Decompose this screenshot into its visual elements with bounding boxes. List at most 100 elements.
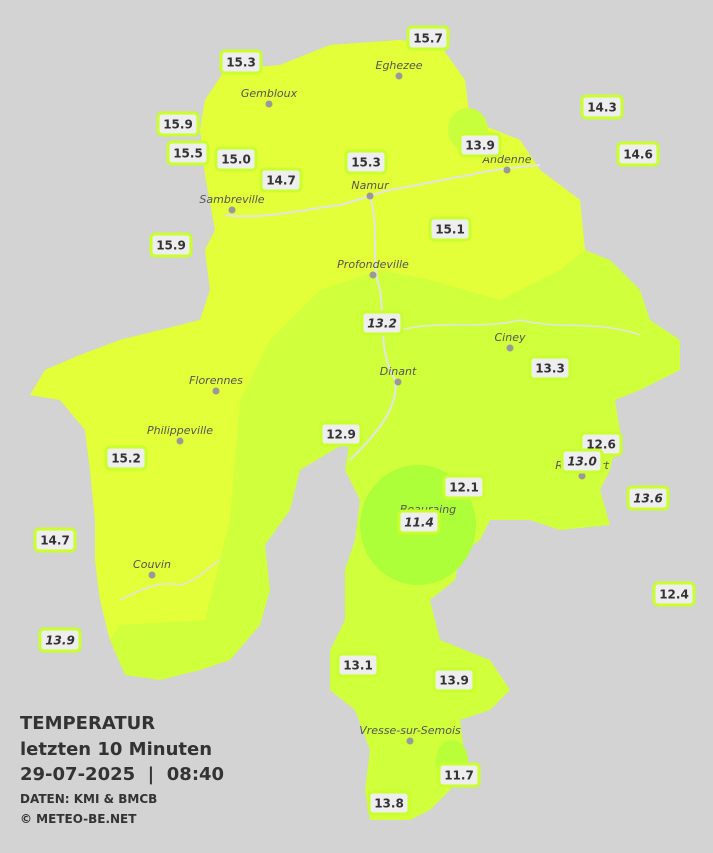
station-box — [344, 149, 388, 175]
station-box — [319, 421, 363, 447]
town-dot — [506, 344, 514, 352]
station-value: 13.2 — [367, 317, 397, 331]
station-box — [336, 652, 380, 678]
station: 13.9 — [458, 132, 502, 158]
station-value: 14.6 — [623, 148, 653, 162]
station: 15.9 — [149, 232, 193, 258]
station: 15.1 — [428, 216, 472, 242]
station-value: 15.7 — [413, 32, 443, 46]
station-value: 13.0 — [567, 455, 597, 469]
station-value: 13.6 — [633, 492, 663, 506]
station: 13.6 — [626, 485, 670, 511]
town-dot — [176, 437, 184, 445]
station-value: 15.0 — [221, 153, 251, 167]
town-dot — [366, 192, 374, 200]
town-dot — [503, 166, 511, 174]
station-value: 15.9 — [163, 118, 193, 132]
station-value: 13.8 — [374, 797, 404, 811]
station: 14.7 — [33, 527, 77, 553]
station-box — [437, 762, 481, 788]
station: 14.7 — [259, 167, 303, 193]
station: 15.2 — [104, 445, 148, 471]
station-value: 12.6 — [586, 438, 616, 452]
station-value: 15.3 — [351, 156, 381, 170]
station-box — [360, 310, 404, 336]
station-value: 13.9 — [45, 634, 75, 648]
station-box — [104, 445, 148, 471]
station-box — [626, 485, 670, 511]
station-value: 15.5 — [173, 147, 203, 161]
town-dot — [228, 206, 236, 214]
station-value: 15.3 — [226, 56, 256, 70]
title: TEMPERATUR — [20, 713, 155, 734]
station: 14.3 — [580, 94, 624, 120]
town-label: Profondeville — [337, 258, 409, 271]
town-label: Sambreville — [199, 193, 264, 206]
station-value: 13.3 — [535, 362, 565, 376]
town-label: Namur — [351, 179, 390, 192]
station: 12.9 — [319, 421, 363, 447]
warm-zone — [30, 40, 585, 640]
station-value: 12.1 — [449, 481, 479, 495]
station: 15.5 — [166, 140, 210, 166]
station-box — [166, 140, 210, 166]
station-box — [560, 448, 604, 474]
station-value: 13.9 — [465, 139, 495, 153]
station-value: 15.9 — [156, 239, 186, 253]
station-box — [214, 146, 258, 172]
station-value: 14.3 — [587, 101, 617, 115]
station: 13.9 — [432, 667, 476, 693]
station-box — [580, 94, 624, 120]
source: DATEN: KMI & BMCB — [20, 792, 157, 806]
station: 12.1 — [442, 474, 486, 500]
station-box — [432, 667, 476, 693]
subtitle: letzten 10 Minuten — [20, 739, 212, 760]
station: 15.3 — [344, 149, 388, 175]
station: 13.8 — [367, 790, 411, 816]
station: 13.0 — [560, 448, 604, 474]
station-value: 15.1 — [435, 223, 465, 237]
station: 15.0 — [214, 146, 258, 172]
station: 11.4 — [397, 509, 441, 535]
station-value: 12.9 — [326, 428, 356, 442]
station-value: 13.1 — [343, 659, 373, 673]
station-box — [156, 111, 200, 137]
station-box — [33, 527, 77, 553]
station: 13.1 — [336, 652, 380, 678]
town-label: Ciney — [495, 331, 526, 344]
station-value: 14.7 — [40, 534, 70, 548]
copyright: © METEO-BE.NET — [20, 812, 137, 826]
station-box — [259, 167, 303, 193]
station-box — [38, 627, 82, 653]
station-box — [442, 474, 486, 500]
town-dot — [265, 100, 273, 108]
town-label: Florennes — [189, 374, 243, 387]
town-dot — [394, 378, 402, 386]
station: 15.9 — [156, 111, 200, 137]
station: 15.3 — [219, 49, 263, 75]
town-label: Philippeville — [147, 424, 213, 437]
station-value: 14.7 — [266, 174, 296, 188]
station: 13.3 — [528, 355, 572, 381]
station-box — [428, 216, 472, 242]
river — [119, 559, 221, 601]
station-box — [397, 509, 441, 535]
station-box — [458, 132, 502, 158]
town-dot — [578, 472, 586, 480]
station-value: 11.4 — [404, 516, 434, 530]
town-dot — [369, 271, 377, 279]
station-value: 11.7 — [444, 769, 474, 783]
station: 11.7 — [437, 762, 481, 788]
town-label: Vresse-sur-Semois — [359, 724, 461, 737]
station-box — [528, 355, 572, 381]
station-box — [406, 25, 450, 51]
town-label: Couvin — [133, 558, 171, 571]
station-box — [652, 581, 696, 607]
town-dot — [148, 571, 156, 579]
station-box — [367, 790, 411, 816]
river — [224, 164, 541, 461]
station-value: 13.9 — [439, 674, 469, 688]
station-box — [616, 141, 660, 167]
town-label: Dinant — [380, 365, 417, 378]
